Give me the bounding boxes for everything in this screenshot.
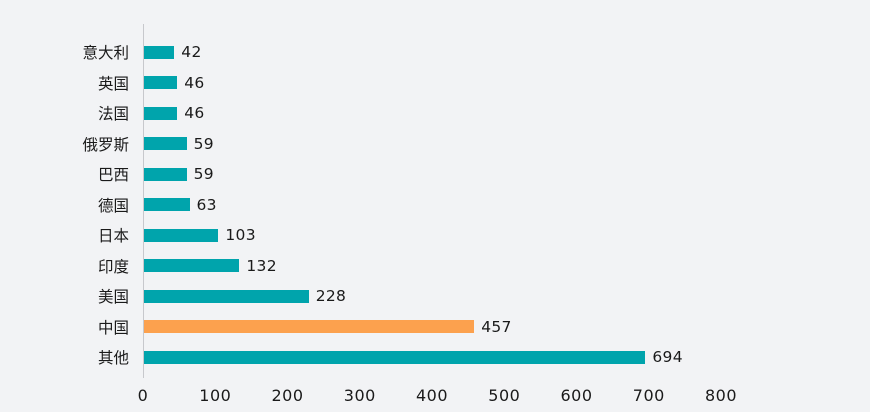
bar (144, 320, 475, 334)
category-label: 英国 (97, 74, 129, 93)
category-label: 美国 (97, 288, 129, 307)
category-label: 其他 (97, 349, 129, 368)
value-label: 694 (652, 348, 683, 367)
bar (144, 289, 309, 303)
x-axis-tick: 500 (488, 385, 521, 405)
bar-row: 63 (144, 190, 870, 221)
bar (144, 259, 240, 273)
bar-row: 694 (144, 342, 870, 373)
plot-area: 意大利 英国 法国 俄罗斯 巴西 德国 日本 印度 美国 中国 其他 42 46… (0, 24, 870, 378)
category-label: 中国 (97, 318, 129, 337)
value-label: 457 (481, 317, 512, 336)
bar-row: 59 (144, 129, 870, 160)
category-label: 德国 (97, 196, 129, 215)
bar (144, 350, 646, 364)
bar (144, 167, 187, 181)
value-label: 46 (184, 104, 205, 123)
bar-row: 46 (144, 98, 870, 129)
bar (144, 228, 219, 242)
bar (144, 76, 178, 90)
bar-row: 59 (144, 159, 870, 190)
bar-row: 42 (144, 37, 870, 68)
bar-row: 46 (144, 68, 870, 99)
value-label: 46 (184, 73, 205, 92)
bar-row: 103 (144, 220, 870, 251)
bar-row: 132 (144, 251, 870, 282)
category-label: 法国 (97, 105, 129, 124)
category-label: 俄罗斯 (82, 135, 129, 154)
category-label: 巴西 (97, 166, 129, 185)
bar-row: 228 (144, 281, 870, 312)
value-label: 103 (225, 226, 256, 245)
value-label: 42 (181, 43, 202, 62)
x-axis-tick: 800 (704, 385, 738, 405)
category-axis: 意大利 英国 法国 俄罗斯 巴西 德国 日本 印度 美国 中国 其他 (0, 24, 143, 378)
x-axis-tick: 600 (560, 385, 593, 405)
value-label: 132 (246, 256, 277, 275)
x-axis-tick: 400 (415, 385, 449, 405)
x-axis-tick: 100 (199, 385, 232, 405)
category-label: 意大利 (82, 44, 129, 63)
x-axis-tick: 300 (343, 385, 376, 405)
x-axis-tick: 0 (137, 385, 149, 405)
x-axis: 0 100 200 300 400 500 600 700 800 (138, 380, 870, 410)
bar (144, 45, 175, 59)
value-label: 59 (193, 134, 214, 153)
value-label: 228 (315, 287, 347, 306)
category-label: 日本 (97, 227, 129, 246)
bar (144, 106, 178, 120)
bar-row: 457 (144, 312, 870, 343)
value-label: 63 (196, 195, 217, 214)
x-axis-tick: 200 (271, 385, 304, 405)
category-label: 印度 (97, 257, 129, 276)
value-label: 59 (193, 165, 214, 184)
value-axis-line: 42 46 46 59 59 63 (143, 24, 870, 378)
x-axis-tick: 700 (632, 385, 665, 405)
bar (144, 137, 187, 151)
bar (144, 198, 190, 212)
